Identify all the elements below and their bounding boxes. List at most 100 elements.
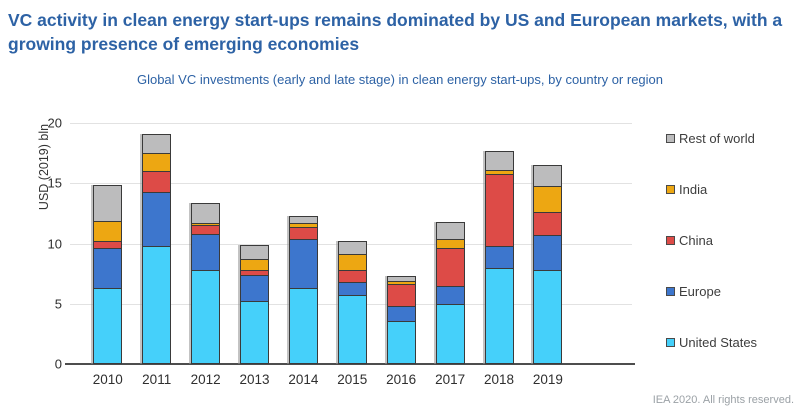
- legend-swatch-icon: [666, 287, 675, 296]
- bar-segment-europe-2012: [191, 233, 221, 271]
- bar-segment-india-2011: [142, 153, 172, 172]
- bar-2014: [288, 215, 318, 364]
- bar-segment-india-2015: [337, 254, 367, 271]
- bar-segment-united-states-2013: [240, 301, 269, 364]
- bar-segment-united-states-2015: [337, 295, 367, 364]
- legend-item-india: India: [666, 182, 757, 197]
- bar-segment-europe-2017: [435, 285, 465, 304]
- bar-segment-europe-2016: [386, 306, 416, 321]
- bar-segment-europe-2015: [337, 282, 367, 296]
- legend-label: China: [679, 233, 713, 248]
- bar-segment-china-2018: [484, 173, 514, 246]
- bar-segment-india-2014: [288, 223, 318, 227]
- legend-item-china: China: [666, 233, 757, 248]
- legend-label: United States: [679, 335, 758, 350]
- y-tick-label-15: 15: [47, 175, 62, 191]
- bar-segment-united-states-2019: [533, 270, 563, 364]
- bar-segment-india-2010: [93, 220, 123, 242]
- y-tick-label-5: 5: [54, 296, 62, 312]
- bar-segment-united-states-2012: [191, 270, 221, 364]
- bar-segment-rest-of-world-2016: [386, 276, 416, 281]
- x-tick-label-2012: 2012: [190, 372, 221, 387]
- bar-segment-rest-of-world-2010: [93, 184, 123, 221]
- bar-segment-china-2012: [191, 225, 221, 234]
- bar-segment-china-2019: [533, 212, 563, 236]
- legend-label: Rest of world: [679, 131, 755, 146]
- y-tick-label-10: 10: [47, 236, 62, 251]
- bar-2016: [386, 276, 416, 364]
- x-tick-label-2014: 2014: [288, 372, 319, 387]
- y-tick-label-0: 0: [54, 356, 62, 372]
- legend-swatch-icon: [666, 338, 675, 347]
- gridline-15: [70, 183, 632, 185]
- bar-segment-united-states-2010: [93, 288, 123, 364]
- bar-segment-india-2017: [435, 238, 465, 249]
- bar-segment-china-2015: [337, 270, 367, 283]
- bar-segment-europe-2018: [484, 245, 514, 268]
- x-tick-label-2017: 2017: [435, 372, 466, 387]
- bar-2017: [435, 221, 465, 364]
- bar-2012: [191, 202, 221, 364]
- bar-segment-rest-of-world-2011: [142, 133, 172, 154]
- x-tick-label-2018: 2018: [483, 372, 515, 387]
- bar-segment-united-states-2018: [484, 267, 514, 364]
- bar-2015: [337, 241, 367, 364]
- x-axis-line: [65, 363, 635, 365]
- bar-segment-united-states-2016: [386, 320, 416, 364]
- legend-item-united-states: United States: [666, 335, 757, 350]
- chart-title: VC activity in clean energy start-ups re…: [8, 10, 783, 55]
- bar-segment-united-states-2011: [142, 245, 172, 364]
- x-tick-label-2016: 2016: [386, 372, 417, 387]
- legend-swatch-icon: [666, 134, 675, 143]
- legend-swatch-icon: [666, 236, 675, 245]
- bar-segment-europe-2019: [533, 235, 563, 271]
- plot-area: [65, 123, 635, 365]
- bar-segment-india-2019: [533, 185, 563, 213]
- bar-segment-india-2018: [484, 170, 514, 174]
- bar-segment-india-2012: [191, 223, 221, 226]
- bar-segment-rest-of-world-2018: [484, 150, 514, 171]
- bar-segment-rest-of-world-2014: [288, 215, 318, 224]
- bar-segment-china-2011: [142, 171, 172, 192]
- bar-segment-united-states-2014: [288, 288, 318, 364]
- bar-segment-china-2016: [386, 284, 416, 307]
- y-axis-title: USD (2019) bln: [37, 123, 51, 211]
- bar-segment-rest-of-world-2019: [533, 165, 563, 186]
- bar-segment-china-2013: [240, 270, 269, 275]
- bar-segment-china-2014: [288, 226, 318, 239]
- bar-2010: [93, 184, 123, 364]
- bar-2013: [240, 244, 269, 364]
- legend: Rest of world India China Europe United Stat…: [666, 131, 757, 386]
- gridline-20: [70, 123, 632, 124]
- bar-segment-rest-of-world-2017: [435, 221, 465, 239]
- x-tick-label-2013: 2013: [239, 372, 270, 387]
- bar-2011: [142, 133, 172, 364]
- legend-swatch-icon: [666, 185, 675, 194]
- bar-segment-india-2013: [240, 259, 269, 271]
- bar-segment-china-2017: [435, 248, 465, 286]
- bar-segment-rest-of-world-2015: [337, 241, 367, 255]
- bar-segment-europe-2011: [142, 191, 172, 246]
- legend-label: Europe: [679, 284, 721, 299]
- bar-segment-china-2010: [93, 241, 123, 249]
- x-tick-label-2010: 2010: [92, 372, 123, 387]
- legend-label: India: [679, 182, 708, 197]
- chart-subtitle: Global VC investments (early and late st…: [136, 72, 664, 87]
- footer-credit: IEA 2020. All rights reserved.: [652, 394, 794, 406]
- bar-segment-rest-of-world-2013: [240, 244, 269, 260]
- bar-segment-europe-2010: [93, 248, 123, 289]
- bar-segment-europe-2013: [240, 274, 269, 302]
- bar-2019: [533, 165, 563, 364]
- x-tick-label-2015: 2015: [337, 372, 368, 387]
- y-tick-label-20: 20: [47, 115, 62, 131]
- x-tick-label-2019: 2019: [532, 372, 563, 387]
- bar-segment-united-states-2017: [435, 303, 465, 364]
- x-tick-label-2011: 2011: [142, 372, 172, 387]
- bar-segment-rest-of-world-2012: [191, 202, 221, 224]
- bar-2018: [484, 150, 514, 364]
- legend-item-europe: Europe: [666, 284, 757, 299]
- legend-item-rest-of-world: Rest of world: [666, 131, 757, 146]
- bar-segment-europe-2014: [288, 238, 318, 289]
- bar-segment-india-2016: [386, 280, 416, 285]
